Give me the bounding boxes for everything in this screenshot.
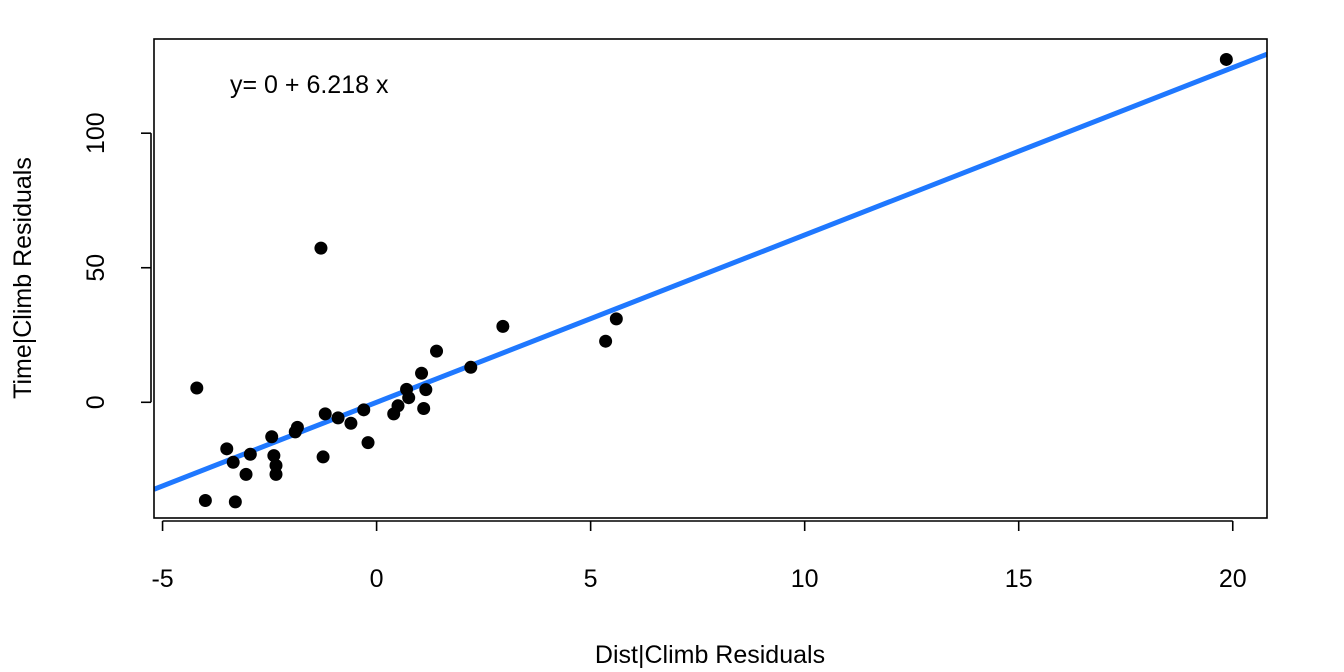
y-tick-label: 0	[82, 395, 110, 409]
data-point	[290, 420, 304, 434]
data-point	[419, 383, 433, 397]
data-point	[417, 401, 431, 415]
regression-line	[154, 51, 1267, 492]
data-point	[269, 467, 283, 481]
data-point	[464, 360, 478, 374]
data-point	[430, 344, 444, 358]
plot-frame	[153, 38, 1268, 519]
data-point	[609, 312, 623, 326]
x-axis: -5 0 5 10 15 20	[151, 520, 1247, 593]
data-point	[243, 447, 257, 461]
x-tick-label: 20	[1219, 565, 1247, 593]
data-point	[316, 450, 330, 464]
data-point	[331, 411, 345, 425]
y-axis: 0 50 100	[82, 112, 152, 409]
y-tick-label: 50	[82, 254, 110, 282]
data-point	[269, 459, 283, 473]
y-axis-label: Time|Climb Residuals	[9, 157, 37, 399]
data-point	[496, 319, 510, 333]
data-point	[415, 366, 429, 380]
x-tick-label: 0	[370, 565, 384, 593]
data-point	[198, 494, 212, 508]
data-point	[239, 467, 253, 481]
x-tick-label: 5	[584, 565, 598, 593]
x-tick-label: 10	[791, 565, 819, 593]
data-point	[1219, 52, 1233, 66]
data-point	[226, 455, 240, 469]
data-point	[220, 442, 234, 456]
x-axis-label: Dist|Climb Residuals	[595, 641, 825, 669]
data-point	[402, 391, 416, 405]
data-point	[228, 495, 242, 509]
fit-equation-annotation: y= 0 + 6.218 x	[230, 71, 389, 99]
data-point	[357, 403, 371, 417]
data-point	[267, 449, 281, 463]
data-point	[599, 334, 613, 348]
data-point	[314, 241, 328, 255]
y-tick-label: 100	[82, 112, 110, 154]
data-point	[265, 430, 279, 444]
data-point	[391, 399, 405, 413]
data-point	[318, 407, 332, 421]
data-point	[190, 381, 204, 395]
data-point	[361, 436, 375, 450]
x-tick-label: -5	[151, 565, 173, 593]
data-point	[344, 416, 358, 430]
x-tick-label: 15	[1005, 565, 1033, 593]
